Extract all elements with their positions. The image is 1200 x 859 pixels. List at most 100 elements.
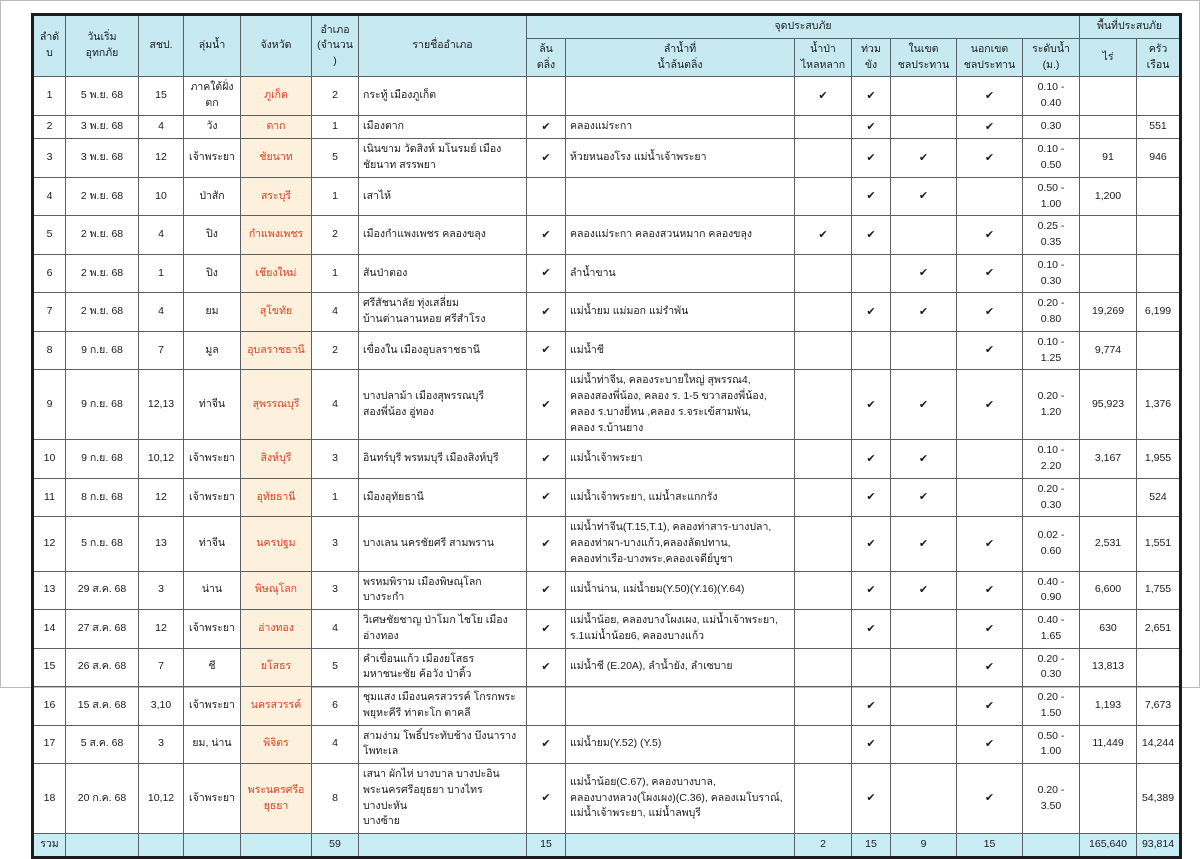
amphoe-names-cell: ศรีสัชนาลัย ทุ่งเสลี่ยม บ้านด่านลานหอย ศ… [358,292,527,332]
stagnant-cell: ✔ [851,516,891,572]
overflow-cell [526,176,566,217]
rivers-cell: คลองแม่ระกา [565,114,795,140]
water-level-cell: 0.10 - 1.25 [1021,330,1081,371]
no-cell: 6 [32,253,66,294]
rai-cell [1079,763,1138,834]
stagnant-cell: ✔ [851,114,891,140]
amphoe-count-cell: 4 [311,609,359,649]
no-cell: 4 [32,176,66,217]
households-cell: 2,651 [1136,609,1182,649]
rivers-cell: ลำน้ำขาน [565,253,795,294]
no-cell: 5 [32,215,66,255]
stagnant-cell: ✔ [851,763,891,834]
amphoe-names-cell: อินทร์บุรี พรหมบุรี เมืองสิงห์บุรี [358,439,527,479]
households-cell: 93,814 [1136,833,1182,858]
in-irrigation-cell: ✔ [890,570,957,610]
stagnant-cell: ✔ [851,439,891,479]
out-irrigation-cell: ✔ [956,114,1023,140]
flash-flood-cell [794,477,852,518]
table-row: 10 9 ก.ย. 68 10,12 เจ้าพระยา สิงห์บุรี 3 อินทร… [32,439,1182,479]
basin-cell: ยม [183,292,241,332]
rivers-cell: แม่น้ำน้อย(C.67), คลองบางบาล, คลองบางหลว… [565,763,795,834]
table-row: 13 29 ส.ค. 68 3 น่าน พิษณุโลก 3 พรหมพิราม เมือ… [32,570,1182,610]
households-cell: 7,673 [1136,686,1182,726]
households-cell [1136,176,1182,217]
out-irrigation-cell: 15 [956,833,1023,858]
households-cell [1136,647,1182,687]
water-level-cell: 0.50 - 1.00 [1021,176,1081,217]
no-cell: 2 [32,114,66,140]
in-irrigation-cell [890,215,957,255]
amphoe-names-cell: เสาไห้ [358,176,527,217]
rivers-cell [565,686,795,726]
no-cell: 8 [32,330,66,371]
header-rai: ไร่ [1079,37,1138,78]
households-cell: 551 [1136,114,1182,140]
rid-cell: 4 [138,215,184,255]
amphoe-names-cell: คำเขื่อนแก้ว เมืองยโสธร มหาชนะชัย ค้อวัง… [358,647,527,687]
stagnant-cell: ✔ [851,609,891,649]
table-row: 16 15 ส.ค. 68 3,10 เจ้าพระยา นครสวรรค์ 6 ชุมแส… [32,686,1182,726]
rid-cell: 3,10 [138,686,184,726]
in-irrigation-cell: ✔ [890,516,957,572]
households-cell [1136,215,1182,255]
amphoe-names-cell: ชุมแสง เมืองนครสวรรค์ โกรกพระ พยุหะคีรี … [358,686,527,726]
rid-cell: 15 [138,76,184,116]
rid-cell: 4 [138,114,184,140]
header-overflow-rivers: ลำน้ำที่ น้ำล้นตลิ่ง [565,37,795,78]
water-level-cell: 0.20 - 0.30 [1021,647,1081,687]
date-cell: 2 พ.ย. 68 [65,292,139,332]
overflow-cell: ✔ [526,138,566,178]
rid-cell: 4 [138,292,184,332]
province-cell: นครปฐม [240,516,312,572]
amphoe-names-cell: กระทู้ เมืองภูเก็ต [358,76,527,116]
header-no: ลำดับ [32,13,66,78]
basin-cell: เจ้าพระยา [183,138,241,178]
date-cell: 27 ส.ค. 68 [65,609,139,649]
stagnant-cell: ✔ [851,724,891,764]
flash-flood-cell [794,114,852,140]
date-cell: 3 พ.ย. 68 [65,138,139,178]
amphoe-count-cell: 4 [311,369,359,441]
rai-cell: 11,449 [1079,724,1138,764]
no-cell: 15 [32,647,66,687]
amphoe-count-cell: 3 [311,516,359,572]
households-cell [1136,253,1182,294]
province-cell: สุพรรณบุรี [240,369,312,441]
date-cell: 2 พ.ย. 68 [65,253,139,294]
province-cell: อุทัยธานี [240,477,312,518]
basin-cell: เจ้าพระยา [183,609,241,649]
basin-cell: ปิง [183,253,241,294]
out-irrigation-cell: ✔ [956,686,1023,726]
flash-flood-cell [794,176,852,217]
basin-cell: ปิง [183,215,241,255]
water-level-cell: 0.20 - 3.50 [1021,763,1081,834]
amphoe-count-cell: 59 [311,833,359,858]
date-cell: 2 พ.ย. 68 [65,215,139,255]
stagnant-cell: 15 [851,833,891,858]
flash-flood-cell: 2 [794,833,852,858]
header-rid-office: สชป. [138,13,184,78]
overflow-cell: ✔ [526,570,566,610]
rid-cell: 13 [138,516,184,572]
overflow-cell: ✔ [526,516,566,572]
out-irrigation-cell: ✔ [956,516,1023,572]
rai-cell [1079,76,1138,116]
water-level-cell: 0.10 - 2.20 [1021,439,1081,479]
rid-cell: 10 [138,176,184,217]
water-level-cell: 0.40 - 1.65 [1021,609,1081,649]
stagnant-cell: ✔ [851,686,891,726]
flash-flood-cell [794,138,852,178]
rid-cell: 12 [138,609,184,649]
no-cell: 16 [32,686,66,726]
header-basin: ลุ่มน้ำ [183,13,241,78]
amphoe-names-cell: สันป่าตอง [358,253,527,294]
water-level-cell: 0.20 - 0.80 [1021,292,1081,332]
date-cell: 29 ส.ค. 68 [65,570,139,610]
province-cell: สุโขทัย [240,292,312,332]
water-level-cell: 0.20 - 0.30 [1021,477,1081,518]
